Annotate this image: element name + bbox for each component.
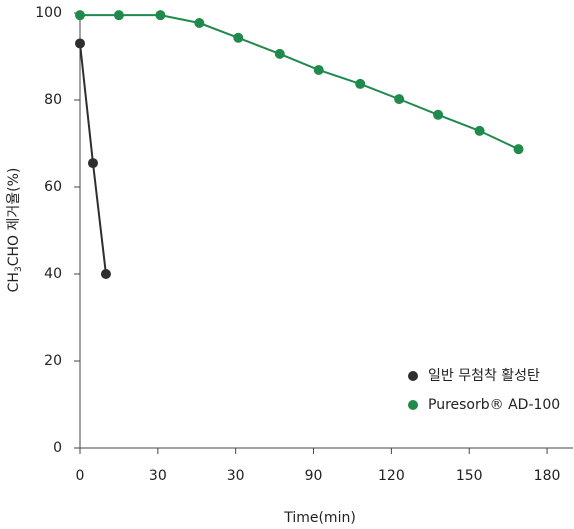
x-tick-label: 0 [76, 468, 85, 484]
y-label-sub: 3 [14, 266, 24, 272]
x-axis-label: Time(min) [283, 510, 356, 526]
legend-label: Puresorb® AD-100 [428, 397, 560, 413]
y-axis-label: CH3CHO 제거율(%) [6, 168, 24, 293]
y-label-part: CHO 제거율(%) [6, 168, 22, 267]
data-point [75, 10, 85, 21]
y-tick-label: 80 [44, 92, 62, 108]
data-point [513, 144, 524, 155]
data-point [433, 109, 444, 120]
x-tick-label: 30 [149, 468, 167, 484]
data-point [474, 125, 485, 136]
x-tick-label: 120 [378, 468, 405, 484]
legend-marker [408, 371, 418, 381]
data-point [75, 38, 85, 49]
y-tick-label: 0 [53, 440, 62, 456]
data-point [87, 158, 98, 169]
series-line [80, 14, 519, 151]
x-tick-label: 150 [456, 468, 483, 484]
legend-label: 일반 무첨착 활성탄 [428, 368, 540, 384]
y-tick-label: 40 [44, 266, 62, 282]
y-label-part: CH [6, 272, 22, 292]
data-point [113, 10, 124, 21]
data-point [155, 10, 166, 21]
y-tick-label: 100 [35, 5, 62, 21]
data-point [274, 48, 285, 59]
data-point [394, 94, 405, 105]
data-point [355, 78, 366, 89]
x-tick-label: 180 [534, 468, 561, 484]
x-tick-label: 90 [305, 468, 323, 484]
data-point [194, 18, 205, 29]
legend-marker [408, 400, 418, 410]
x-tick-label: 30 [227, 468, 245, 484]
data-point [313, 64, 324, 75]
y-tick-label: 20 [44, 353, 62, 369]
y-tick-label: 60 [44, 179, 62, 195]
data-point [100, 269, 111, 279]
data-point [233, 32, 244, 43]
